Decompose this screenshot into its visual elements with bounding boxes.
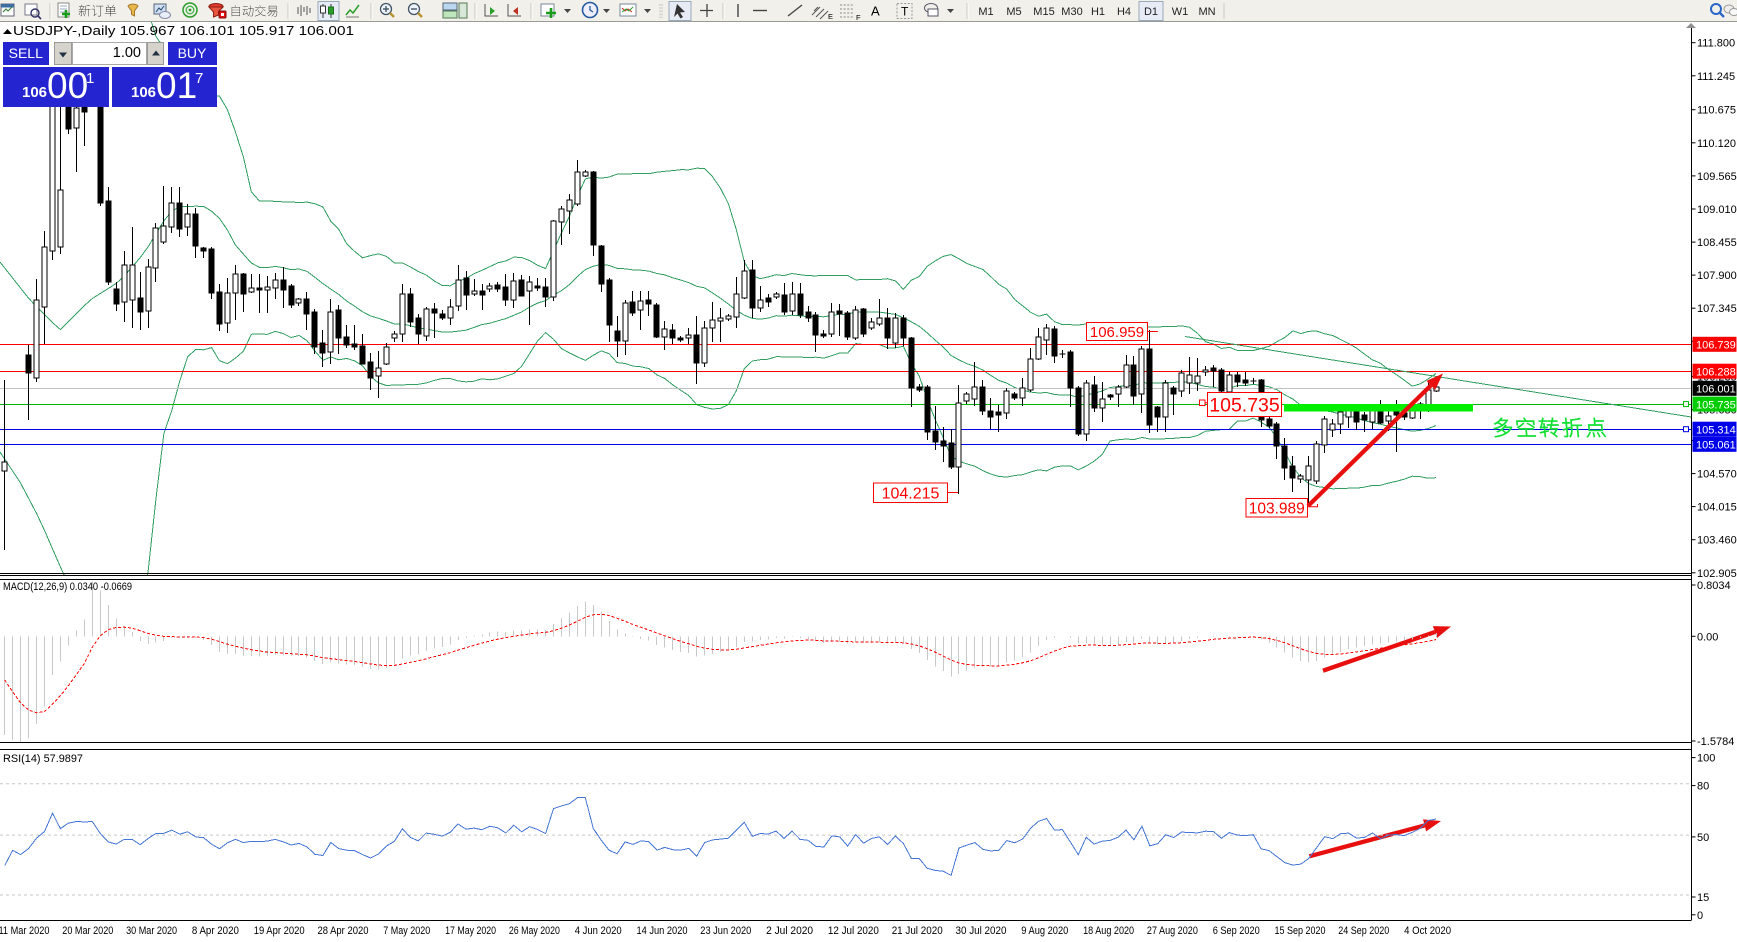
svg-text:111.245: 111.245 bbox=[1697, 71, 1735, 83]
svg-text:107.900: 107.900 bbox=[1697, 270, 1737, 282]
svg-text:102.905: 102.905 bbox=[1697, 568, 1737, 580]
svg-text:15 Sep 2020: 15 Sep 2020 bbox=[1275, 925, 1326, 937]
svg-text:20 Mar 2020: 20 Mar 2020 bbox=[62, 925, 113, 937]
svg-text:8 Apr 2020: 8 Apr 2020 bbox=[192, 925, 239, 937]
svg-text:0: 0 bbox=[1697, 910, 1703, 922]
svg-text:W1: W1 bbox=[1172, 6, 1189, 18]
svg-text:E: E bbox=[828, 12, 833, 21]
svg-text:MACD(12,26,9) 0.0340 -0.0669: MACD(12,26,9) 0.0340 -0.0669 bbox=[3, 581, 132, 593]
svg-text:11 Mar 2020: 11 Mar 2020 bbox=[0, 925, 50, 937]
svg-text:15: 15 bbox=[1697, 892, 1709, 904]
svg-text:RSI(14) 57.9897: RSI(14) 57.9897 bbox=[3, 753, 83, 765]
svg-text:106.001: 106.001 bbox=[1696, 384, 1736, 396]
svg-text:111.800: 111.800 bbox=[1697, 38, 1735, 50]
svg-text:4 Oct 2020: 4 Oct 2020 bbox=[1404, 925, 1451, 937]
svg-text:M1: M1 bbox=[978, 6, 993, 18]
svg-text:27 Aug 2020: 27 Aug 2020 bbox=[1147, 925, 1198, 937]
svg-text:105.735: 105.735 bbox=[1696, 399, 1736, 411]
svg-text:0.00: 0.00 bbox=[1697, 631, 1718, 643]
svg-text:104.570: 104.570 bbox=[1697, 469, 1737, 481]
svg-text:6 Sep 2020: 6 Sep 2020 bbox=[1213, 925, 1260, 937]
svg-text:106.959: 106.959 bbox=[1090, 324, 1144, 341]
svg-text:MN: MN bbox=[1198, 6, 1215, 18]
svg-text:M5: M5 bbox=[1006, 6, 1021, 18]
svg-text:106.288: 106.288 bbox=[1696, 366, 1736, 378]
svg-text:4 Jun 2020: 4 Jun 2020 bbox=[575, 925, 622, 937]
svg-text:104.215: 104.215 bbox=[882, 486, 940, 503]
svg-text:24 Sep 2020: 24 Sep 2020 bbox=[1338, 925, 1389, 937]
svg-text:17 May 2020: 17 May 2020 bbox=[445, 925, 496, 937]
svg-text:105.314: 105.314 bbox=[1696, 424, 1736, 436]
svg-text:H4: H4 bbox=[1117, 6, 1131, 18]
svg-text:A: A bbox=[871, 4, 880, 19]
svg-text:110.120: 110.120 bbox=[1697, 138, 1736, 150]
svg-text:9 Aug 2020: 9 Aug 2020 bbox=[1021, 925, 1068, 937]
svg-text:19 Apr 2020: 19 Apr 2020 bbox=[254, 925, 305, 937]
svg-text:108.455: 108.455 bbox=[1697, 237, 1737, 249]
svg-text:107.345: 107.345 bbox=[1697, 303, 1737, 315]
svg-text:12 Jul 2020: 12 Jul 2020 bbox=[828, 925, 879, 937]
svg-text:109.010: 109.010 bbox=[1697, 204, 1737, 216]
svg-text:100: 100 bbox=[1697, 753, 1715, 765]
svg-text:50: 50 bbox=[1697, 832, 1709, 844]
svg-text:26 May 2020: 26 May 2020 bbox=[509, 925, 560, 937]
svg-text:0.8034: 0.8034 bbox=[1697, 580, 1731, 592]
svg-text:103.460: 103.460 bbox=[1697, 535, 1737, 547]
svg-text:F: F bbox=[856, 13, 861, 22]
svg-text:M30: M30 bbox=[1061, 6, 1082, 18]
svg-text:110.675: 110.675 bbox=[1697, 105, 1736, 117]
svg-text:D1: D1 bbox=[1144, 6, 1158, 18]
svg-text:104.015: 104.015 bbox=[1697, 502, 1737, 514]
svg-text:28 Apr 2020: 28 Apr 2020 bbox=[318, 925, 369, 937]
svg-text:105.061: 105.061 bbox=[1696, 440, 1736, 452]
svg-text:18 Aug 2020: 18 Aug 2020 bbox=[1083, 925, 1134, 937]
svg-text:M15: M15 bbox=[1033, 6, 1054, 18]
svg-text:14 Jun 2020: 14 Jun 2020 bbox=[637, 925, 688, 937]
svg-text:30 Mar 2020: 30 Mar 2020 bbox=[126, 925, 177, 937]
svg-text:109.565: 109.565 bbox=[1697, 171, 1737, 183]
svg-text:7 May 2020: 7 May 2020 bbox=[383, 925, 430, 937]
svg-text:80: 80 bbox=[1697, 781, 1709, 793]
svg-text:23 Jun 2020: 23 Jun 2020 bbox=[700, 925, 751, 937]
svg-text:T: T bbox=[901, 5, 909, 19]
svg-text:105.735: 105.735 bbox=[1209, 395, 1280, 417]
svg-text:-1.5784: -1.5784 bbox=[1697, 736, 1734, 748]
svg-text:H1: H1 bbox=[1091, 6, 1105, 18]
svg-text:103.989: 103.989 bbox=[1249, 500, 1305, 517]
svg-text:106.739: 106.739 bbox=[1696, 340, 1736, 352]
svg-text:30 Jul 2020: 30 Jul 2020 bbox=[956, 925, 1007, 937]
svg-text:21 Jul 2020: 21 Jul 2020 bbox=[892, 925, 943, 937]
svg-text:2 Jul 2020: 2 Jul 2020 bbox=[766, 925, 813, 937]
svg-text:USDJPY-,Daily 105.967 106.101: USDJPY-,Daily 105.967 106.101 105.917 10… bbox=[13, 24, 354, 38]
